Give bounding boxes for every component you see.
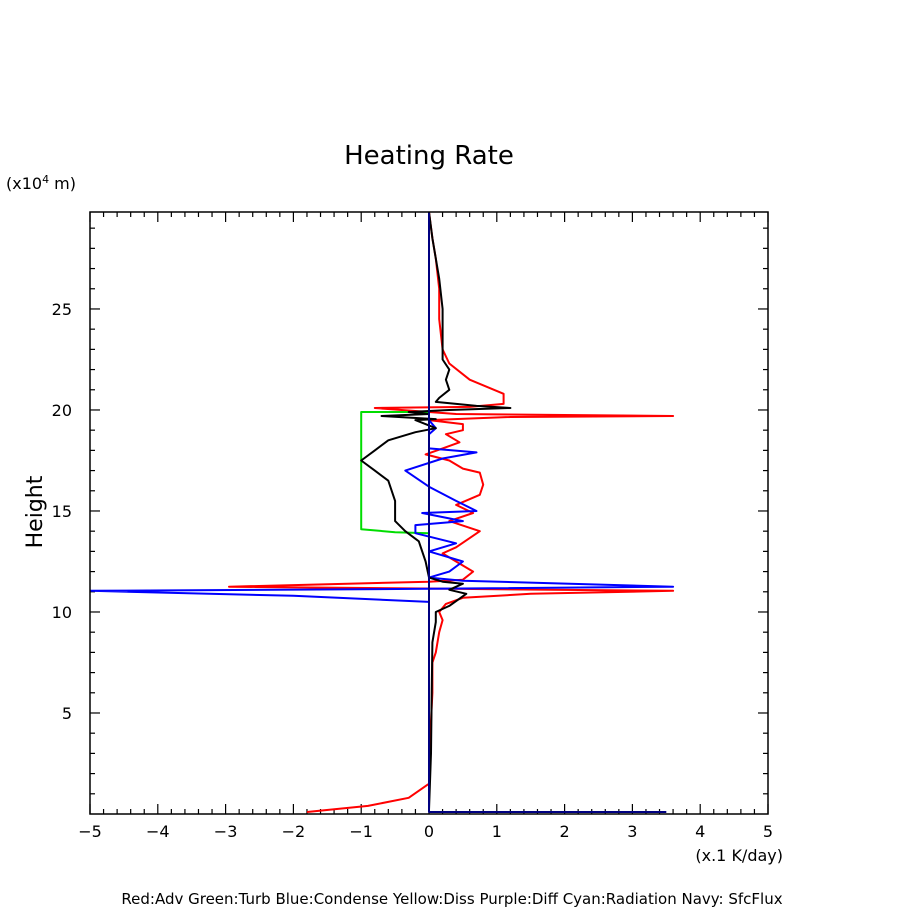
x-units-label: (x.1 K/day) bbox=[695, 846, 783, 865]
y-units-prefix: (x10 bbox=[6, 174, 42, 193]
x-tick-label: −3 bbox=[214, 822, 238, 841]
series-line-adv bbox=[228, 212, 675, 813]
y-tick-label: 5 bbox=[62, 704, 72, 723]
x-tick-label: 5 bbox=[763, 822, 773, 841]
y-tick-label: 10 bbox=[52, 603, 72, 622]
chart-title: Heating Rate bbox=[344, 141, 514, 171]
plot-frame bbox=[89, 211, 769, 815]
y-tick-label: 20 bbox=[52, 401, 72, 420]
y-units-suffix: m) bbox=[49, 174, 76, 193]
x-tick-label: 4 bbox=[695, 822, 705, 841]
y-tick-label: 15 bbox=[52, 502, 72, 521]
x-tick-label: −1 bbox=[349, 822, 373, 841]
x-tick-label: 0 bbox=[424, 822, 434, 841]
y-tick-label: 25 bbox=[52, 300, 72, 319]
plot-area bbox=[90, 212, 675, 813]
x-tick-label: 1 bbox=[492, 822, 502, 841]
legend-text: Red:Adv Green:Turb Blue:Condense Yellow:… bbox=[121, 890, 783, 908]
x-tick-label: −5 bbox=[78, 822, 102, 841]
y-axis-label: Height bbox=[23, 475, 48, 548]
y-units-label: (x104 m) bbox=[6, 173, 76, 193]
x-tick-label: 2 bbox=[560, 822, 570, 841]
y-units-exponent: 4 bbox=[42, 173, 49, 186]
x-tick-label: −2 bbox=[282, 822, 306, 841]
series-line-black bbox=[360, 212, 512, 811]
series-line-condense bbox=[90, 410, 675, 603]
x-tick-label: −4 bbox=[146, 822, 170, 841]
series-group bbox=[90, 212, 675, 813]
series-line-navy bbox=[428, 212, 667, 813]
axis-tick-labels: −5 −4 −3 −2 −1 0 1 2 3 4 5 5 10 15 20 25 bbox=[52, 300, 773, 841]
x-tick-label: 3 bbox=[627, 822, 637, 841]
